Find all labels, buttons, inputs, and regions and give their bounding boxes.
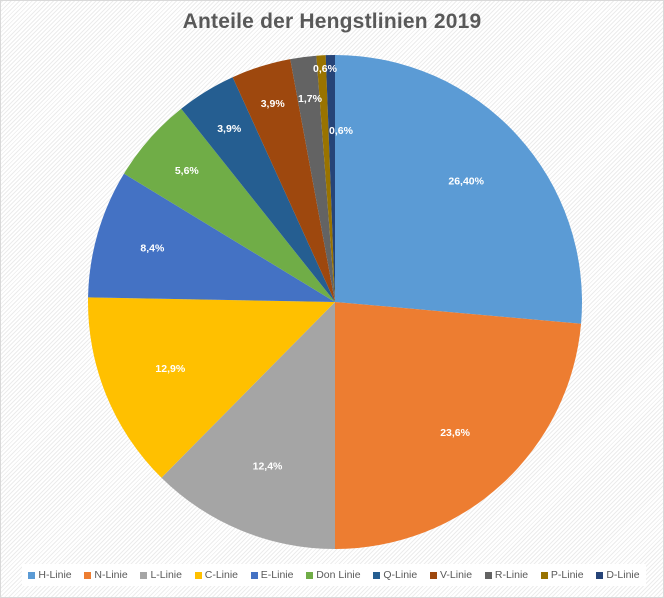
legend-item-q-linie: Q-Linie bbox=[373, 569, 417, 581]
pie-slice-n-linie bbox=[335, 302, 582, 549]
legend-item-l-linie: L-Linie bbox=[140, 569, 182, 581]
data-label-n-linie: 23,6% bbox=[440, 427, 470, 439]
legend-swatch bbox=[194, 571, 202, 579]
legend-item-r-linie: R-Linie bbox=[484, 569, 529, 581]
data-label-c-linie: 12,9% bbox=[155, 363, 185, 375]
legend-label: N-Linie bbox=[94, 569, 128, 581]
data-label-don-linie: 5,6% bbox=[175, 165, 200, 177]
pie-slice-l-linie bbox=[161, 302, 335, 549]
chart-title: Anteile der Hengstlinien 2019 bbox=[182, 10, 482, 33]
legend-swatch bbox=[140, 571, 148, 579]
pie-slice-e-linie bbox=[88, 173, 335, 302]
legend-item-don-linie: Don Linie bbox=[306, 569, 361, 581]
legend-label: R-Linie bbox=[494, 569, 529, 581]
data-label-q-linie: 3,9% bbox=[217, 123, 242, 135]
data-label-v-linie: 3,9% bbox=[261, 98, 286, 110]
legend-item-d-linie: D-Linie bbox=[596, 569, 640, 581]
legend-label: H-Linie bbox=[38, 569, 72, 581]
legend-swatch bbox=[373, 571, 381, 579]
legend-swatch bbox=[540, 571, 548, 579]
legend-swatch bbox=[306, 571, 314, 579]
data-label-h-linie: 26,40% bbox=[448, 176, 484, 188]
legend-item-v-linie: V-Linie bbox=[429, 569, 473, 581]
pie-slice-c-linie bbox=[87, 297, 335, 478]
legend-swatch bbox=[429, 571, 437, 579]
legend: H-Linie N-Linie L-Linie C-Linie E-Linie Don L… bbox=[22, 564, 646, 586]
legend-item-n-linie: N-Linie bbox=[84, 569, 128, 581]
legend-item-h-linie: H-Linie bbox=[28, 569, 72, 581]
legend-item-p-linie: P-Linie bbox=[540, 569, 584, 581]
legend-label: L-Linie bbox=[150, 569, 182, 581]
data-label-p-linie: 0,6% bbox=[329, 125, 354, 137]
data-label-r-linie: 1,7% bbox=[298, 93, 323, 105]
legend-label: P-Linie bbox=[550, 569, 584, 581]
pie-slice-v-linie bbox=[232, 59, 335, 303]
legend-label: Q-Linie bbox=[383, 569, 418, 581]
legend-swatch bbox=[484, 571, 492, 579]
legend-label: E-Linie bbox=[260, 569, 294, 581]
legend-label: V-Linie bbox=[439, 569, 473, 581]
pie-slice-p-linie bbox=[316, 55, 335, 303]
pie-slice-r-linie bbox=[290, 55, 335, 303]
legend-swatch bbox=[28, 571, 36, 579]
data-label-l-linie: 12,4% bbox=[253, 460, 283, 472]
legend-swatch bbox=[596, 571, 604, 579]
legend-item-e-linie: E-Linie bbox=[250, 569, 294, 581]
pie-slice-don-linie bbox=[123, 108, 336, 302]
legend-label: D-Linie bbox=[606, 569, 640, 581]
data-label-d-linie: 0,6% bbox=[313, 63, 338, 75]
pie-slice-h-linie bbox=[335, 55, 583, 324]
legend-swatch bbox=[250, 571, 258, 579]
data-label-e-linie: 8,4% bbox=[140, 243, 165, 255]
legend-item-c-linie: C-Linie bbox=[194, 569, 238, 581]
legend-swatch bbox=[84, 571, 92, 579]
legend-label: C-Linie bbox=[204, 569, 238, 581]
pie-slice-d-linie bbox=[325, 55, 335, 302]
legend-label: Don Linie bbox=[316, 569, 361, 581]
pie-slice-q-linie bbox=[181, 77, 335, 302]
